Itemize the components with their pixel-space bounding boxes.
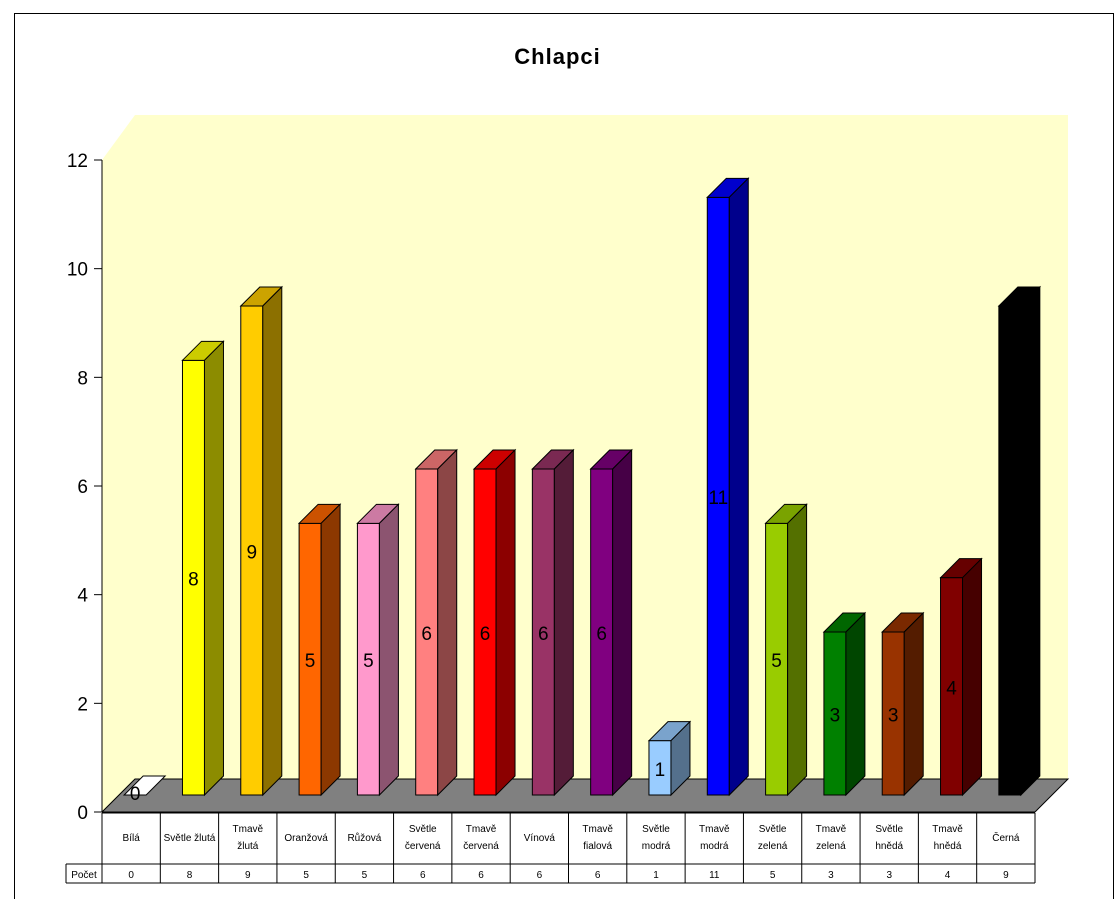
bar-side-face [1020,285,1041,797]
y-tick-label: 10 [67,260,88,281]
y-tick-label: 8 [77,368,88,389]
category-label: Bílá [123,833,141,844]
category-label: Světle žlutá [164,833,216,844]
category-label: červená [405,841,441,852]
y-tick-label: 2 [77,694,88,715]
y-tick-label: 0 [77,803,88,824]
data-label: 3 [888,706,899,727]
data-label: 11 [708,488,728,509]
category-label: modrá [642,841,671,852]
data-label: 5 [363,651,374,672]
category-label: červená [463,841,499,852]
data-table-series-name: Počet [71,870,97,881]
bar [122,775,167,796]
category-label: Světle [759,824,787,835]
data-table-value: 5 [303,870,309,881]
bar-side-face [320,503,341,797]
category-label: fialová [583,841,612,852]
data-table-value: 5 [362,870,368,881]
bar [998,305,1022,796]
category-label: Světle [875,824,903,835]
bar-side-face [378,503,399,797]
data-table-value: 6 [595,870,601,881]
bar-side-face [962,557,983,797]
category-label: Světle [642,824,670,835]
data-table-value: 11 [709,870,720,881]
data-label: 1 [655,760,666,781]
data-label: 3 [830,706,841,727]
category-label: Černá [992,831,1020,844]
bar-side-face [262,285,283,797]
bar-side-face [845,611,866,797]
data-table-value: 8 [187,870,193,881]
category-label: Oranžová [284,833,328,844]
category-label: zelená [816,841,846,852]
chart-title: Chlapci [514,44,601,69]
data-table-value: 4 [945,870,951,881]
bar-side-face [203,340,224,797]
category-label: Tmavě [932,824,963,835]
bar-side-face [787,503,808,797]
data-table-value: 9 [245,870,251,881]
bar-side-face [903,611,924,797]
category-label: žlutá [237,841,259,852]
bar-side-face [728,177,749,797]
category-label: Tmavě [466,824,497,835]
data-table-value: 5 [770,870,776,881]
category-label: hnědá [934,841,962,852]
y-tick-label: 4 [77,586,88,607]
data-table-value: 3 [828,870,834,881]
category-label: Vínová [524,833,556,844]
category-label: Tmavě [699,824,730,835]
data-label: 5 [771,651,782,672]
category-label: hnědá [875,841,903,852]
category-label: Růžová [347,832,381,844]
bar-side-face [437,448,458,797]
data-table-value: 1 [653,870,659,881]
data-label: 6 [480,624,491,645]
category-label: Tmavě [233,824,264,835]
data-table-value: 3 [886,870,892,881]
data-label: 6 [421,624,432,645]
bar-side-face [670,720,691,797]
data-label: 6 [538,624,549,645]
data-table-value: 0 [128,870,134,881]
category-label: zelená [758,841,788,852]
data-table-value: 9 [1003,870,1009,881]
data-label: 8 [188,570,199,591]
data-table-value: 6 [478,870,484,881]
data-label: 0 [130,784,141,805]
data-label: 5 [305,651,316,672]
bar-side-face [553,448,574,797]
data-label: 6 [596,624,607,645]
category-label: Světle [409,824,437,835]
data-table-value: 6 [420,870,426,881]
y-tick-label: 12 [67,151,88,172]
category-label: Tmavě [582,824,613,835]
y-tick-label: 6 [77,477,88,498]
data-label: 9 [246,543,257,564]
data-table-value: 6 [537,870,543,881]
data-label: 4 [946,678,957,699]
bar-side-face [495,448,516,797]
category-label: Tmavě [816,824,847,835]
category-label: modrá [700,841,729,852]
bar-side-face [612,448,633,797]
